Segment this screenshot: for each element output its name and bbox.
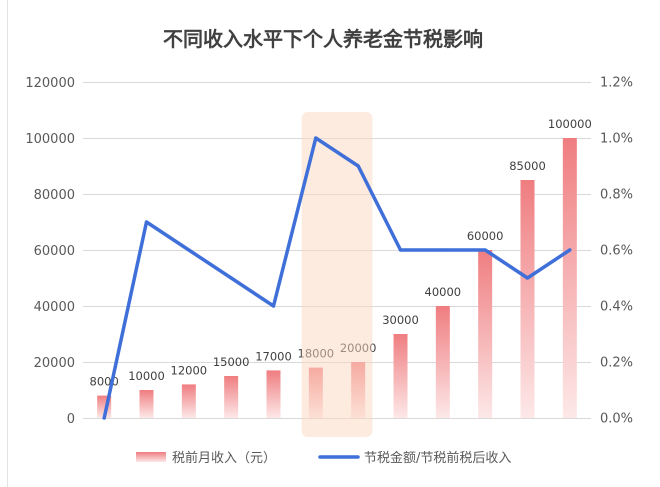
- right-axis-tick-label: 1.0%: [600, 132, 633, 147]
- bar-data-label: 30000: [382, 313, 419, 327]
- bar-data-label: 85000: [509, 159, 546, 173]
- right-axis-tick-label: 0.0%: [600, 412, 633, 427]
- line-point: [314, 136, 318, 140]
- line-point: [102, 416, 106, 420]
- legend-label-income: 税前月收入（元）: [172, 450, 276, 466]
- line-point: [356, 164, 360, 168]
- line-point: [144, 220, 149, 224]
- bar: [139, 390, 154, 418]
- bar: [224, 376, 239, 418]
- right-axis-tick-label: 0.8%: [600, 188, 633, 203]
- legend: 税前月收入（元） 节税金额/节税前税后收入: [136, 450, 511, 466]
- left-axis-tick-label: 80000: [34, 188, 75, 203]
- bar: [393, 334, 408, 418]
- legend-bar-swatch: [136, 452, 166, 462]
- left-axis-tick-label: 0: [67, 412, 75, 427]
- left-axis-tick-label: 20000: [34, 356, 75, 371]
- line-point: [568, 248, 572, 252]
- chart-title: 不同收入水平下个人养老金节税影响: [163, 27, 483, 51]
- line-point: [398, 248, 403, 252]
- legend-label-tax-saving: 节税金额/节税前税后收入: [364, 450, 511, 466]
- line-series-path: [102, 136, 572, 420]
- left-axis-tick-label: 40000: [34, 300, 75, 315]
- line-point: [229, 276, 233, 280]
- bar-data-label: 100000: [548, 117, 592, 131]
- right-axis-tick-label: 0.6%: [600, 244, 633, 259]
- bar: [478, 250, 493, 418]
- bar: [562, 138, 577, 418]
- left-axis-tick-labels: 0 20000 40000 60000 80000 100000 120000: [25, 76, 75, 427]
- bar: [266, 370, 281, 418]
- line-point: [187, 248, 191, 252]
- bar-data-label: 15000: [213, 355, 250, 369]
- right-axis-tick-label: 1.2%: [600, 76, 633, 91]
- line-point: [483, 248, 487, 252]
- bar-data-label: 60000: [467, 229, 504, 243]
- left-axis-tick-label: 100000: [25, 132, 75, 147]
- right-axis-tick-label: 0.2%: [600, 356, 633, 371]
- right-axis-tick-label: 0.4%: [600, 300, 633, 315]
- bar: [520, 180, 535, 418]
- left-axis-tick-label: 60000: [34, 244, 75, 259]
- bar-data-label: 12000: [171, 363, 208, 377]
- bar: [181, 384, 196, 418]
- left-axis-tick-label: 120000: [25, 76, 75, 91]
- line-point: [441, 248, 445, 252]
- right-axis-tick-labels: 0.0% 0.2% 0.4% 0.6% 0.8% 1.0% 1.2%: [600, 76, 633, 427]
- highlight-band: [301, 112, 373, 437]
- bar: [435, 306, 450, 418]
- line-point: [525, 276, 530, 280]
- bar-data-label: 17000: [255, 349, 292, 363]
- line-series-tax-saving: [102, 136, 572, 420]
- line-point: [271, 304, 276, 308]
- bar-data-label: 40000: [425, 285, 462, 299]
- bar-data-label: 10000: [128, 369, 165, 383]
